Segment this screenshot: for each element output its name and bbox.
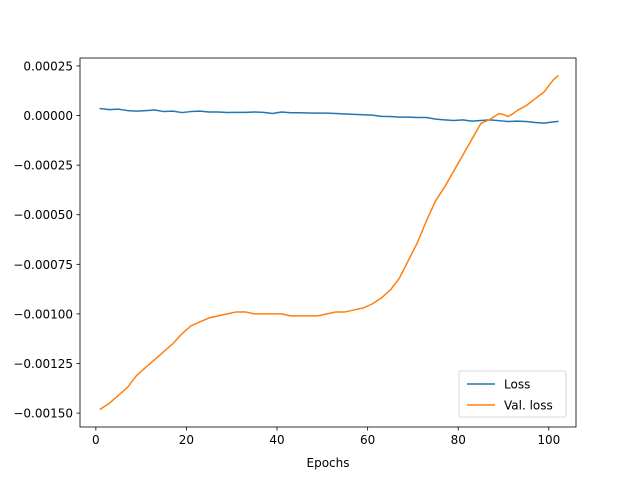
- x-tick-label: 20: [179, 433, 194, 447]
- axes: 0 20 40 60 80 100 0.00025 0.00000 −0.00025 −0.000…: [13, 57, 577, 447]
- y-tick-label: −0.00025: [13, 159, 73, 173]
- y-tick-label: −0.00050: [13, 208, 73, 222]
- plot-area: [99, 74, 559, 411]
- x-tick-label: 60: [360, 433, 375, 447]
- x-tick-label: 80: [451, 433, 466, 447]
- legend-label-2: Val. loss: [504, 399, 553, 413]
- x-tick-label: 40: [269, 433, 284, 447]
- x-tick-label: 0: [92, 433, 100, 447]
- y-tick-label: 0.00000: [23, 109, 73, 123]
- x-axis-label: Epochs: [307, 456, 350, 470]
- legend: Loss Val. loss: [458, 370, 567, 418]
- y-tick-label: −0.00075: [13, 258, 73, 272]
- y-tick-label: −0.00125: [13, 357, 73, 371]
- axes-frame: [79, 57, 577, 428]
- y-tick-label: −0.00100: [13, 307, 73, 321]
- x-tick-label: 100: [537, 433, 560, 447]
- series-line-2: [99, 74, 559, 411]
- y-tick-label: −0.00150: [13, 407, 73, 421]
- series-line-1: [99, 107, 559, 124]
- legend-label-1: Loss: [504, 378, 530, 392]
- y-tick-label: 0.00025: [23, 59, 73, 73]
